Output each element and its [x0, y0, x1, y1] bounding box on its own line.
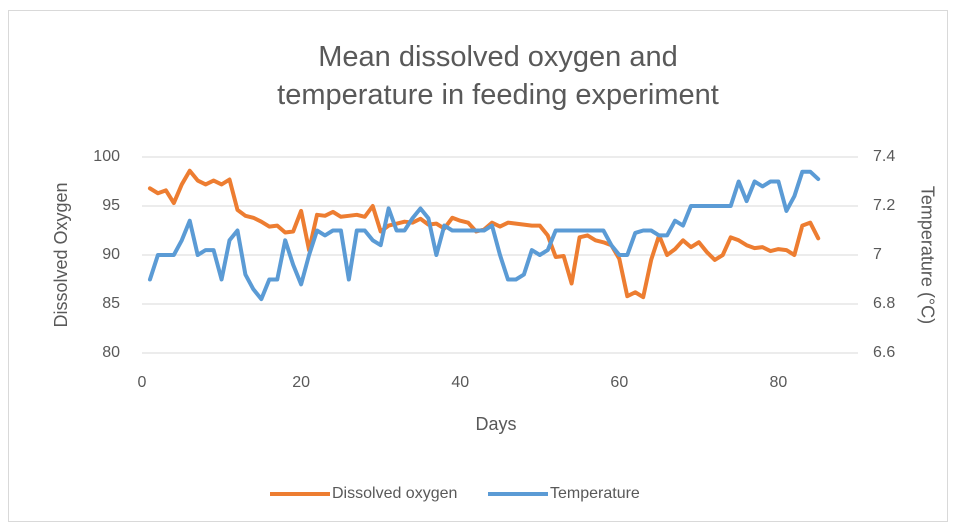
y-tick-label: 85	[102, 295, 120, 312]
y2-axis-title: Temperature (°C)	[917, 186, 937, 324]
x-axis-title: Days	[475, 414, 516, 434]
x-tick-label: 0	[138, 374, 147, 391]
y2-tick-label: 7.2	[873, 197, 895, 214]
y-tick-label: 100	[93, 148, 120, 165]
legend-label: Dissolved oxygen	[332, 485, 457, 502]
y2-tick-label: 7	[873, 246, 882, 263]
y2-tick-label: 7.4	[873, 148, 895, 165]
y2-tick-label: 6.8	[873, 295, 895, 312]
chart-title: Mean dissolved oxygen and temperature in…	[277, 41, 719, 111]
y-tick-label: 95	[102, 197, 120, 214]
legend-label: Temperature	[550, 485, 640, 502]
series-line	[147, 169, 821, 302]
y2-tick-label: 6.6	[873, 344, 895, 361]
y-tick-label: 90	[102, 246, 120, 263]
y-tick-label: 80	[102, 344, 120, 361]
x-tick-label: 40	[451, 374, 469, 391]
x-tick-label: 20	[292, 374, 310, 391]
x-tick-label: 60	[610, 374, 628, 391]
x-tick-label: 80	[770, 374, 788, 391]
y-axis-title: Dissolved Oxygen	[51, 182, 71, 327]
chart-border	[8, 10, 948, 522]
